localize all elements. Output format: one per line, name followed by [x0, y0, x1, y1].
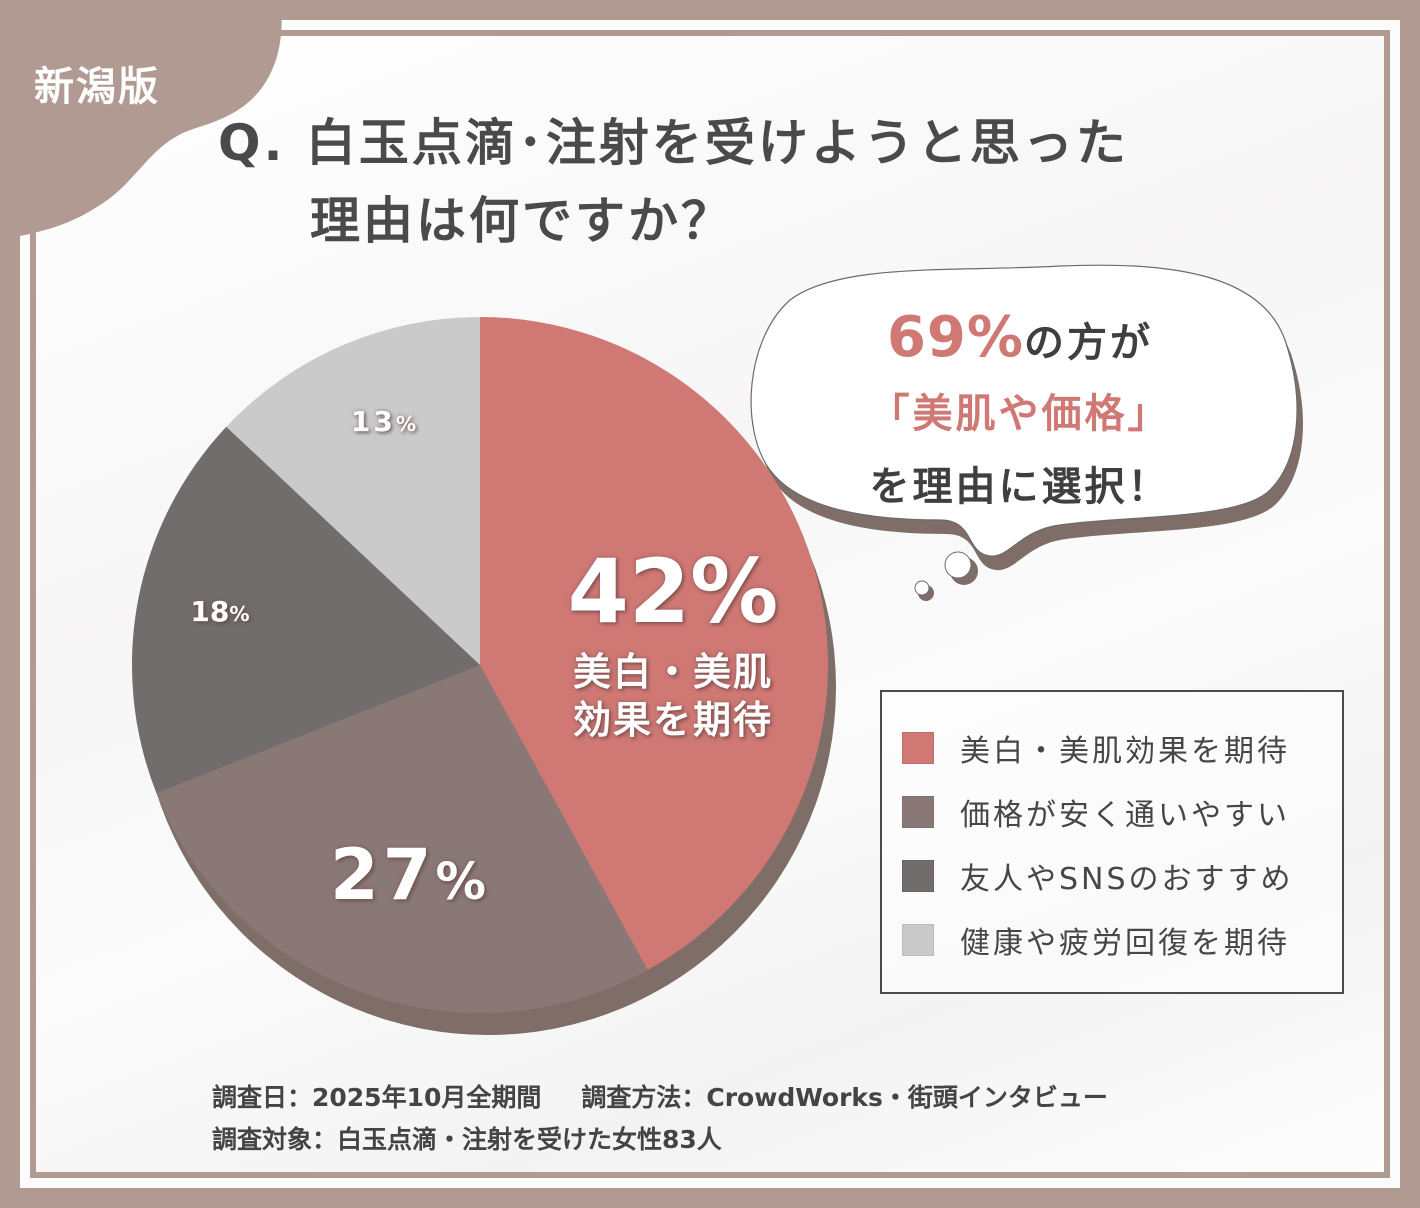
callout-text: 69%の方が 「美肌や価格」 を理由に選択！	[770, 300, 1270, 527]
legend-label-health: 健康や疲労回復を期待	[960, 926, 1290, 961]
slice-27-value: 27	[330, 834, 436, 916]
slice-label-42: 42%	[548, 540, 798, 644]
slice-42-caption-line-2: 効果を期待	[572, 698, 773, 742]
legend-swatch-sns	[902, 860, 934, 892]
callout-row-2: 「美肌や価格」	[869, 391, 1171, 437]
legend-item-health: 健康や疲労回復を期待	[902, 920, 1290, 961]
slice-label-27: 27%	[300, 830, 520, 927]
slice-label-13: 13%	[330, 402, 440, 444]
pie-slice-sns	[131, 426, 480, 794]
survey-date: 調査日：2025年10月全期間	[212, 1083, 542, 1112]
legend-label-price: 価格が安く通いやすい	[960, 798, 1290, 833]
callout-row-3: を理由に選択！	[869, 464, 1171, 510]
legend-label-sns: 友人やSNSのおすすめ	[960, 862, 1294, 897]
region-badge: 新潟版	[34, 64, 160, 110]
slice-42-caption-line-1: 美白・美肌	[572, 650, 773, 694]
slice-label-18: 18%	[170, 592, 270, 634]
legend-swatch-health	[902, 924, 934, 956]
callout-row-1: 69%の方が	[770, 300, 1270, 381]
legend-swatch-price	[902, 796, 934, 828]
bubble-dot-large	[944, 551, 972, 579]
pie-slice-health	[226, 317, 480, 665]
chart-legend: 美白・美肌効果を期待 価格が安く通いやすい 友人やSNSのおすすめ 健康や疲労回…	[880, 690, 1344, 994]
page-title: Q. 白玉点滴･注射を受けようと思った 理由は何ですか？	[218, 104, 1129, 260]
slice-18-unit: %	[229, 602, 250, 626]
frame-inner-border	[30, 30, 1390, 1178]
survey-method: 調査方法：CrowdWorks・街頭インタビュー	[581, 1083, 1108, 1112]
survey-target: 調査対象：白玉点滴・注射を受けた女性83人	[212, 1125, 722, 1154]
corner-badge-shape	[0, 0, 282, 240]
slice-27-unit: %	[435, 852, 490, 911]
footnote-line-2: 調査対象：白玉点滴・注射を受けた女性83人	[212, 1120, 722, 1156]
footnote-line-1: 調査日：2025年10月全期間 調査方法：CrowdWorks・街頭インタビュー	[212, 1078, 1108, 1114]
legend-swatch-beauty	[902, 732, 934, 764]
legend-item-sns: 友人やSNSのおすすめ	[902, 856, 1294, 897]
callout-bubble	[750, 264, 1298, 557]
pie-slice-price	[156, 665, 648, 1014]
bubble-dot-small	[914, 580, 930, 596]
slice-42-unit: %	[690, 540, 779, 643]
pie-slice-beauty	[480, 317, 829, 970]
legend-item-price: 価格が安く通いやすい	[902, 792, 1290, 833]
slice-42-value: 42	[567, 540, 691, 643]
legend-label-beauty: 美白・美肌効果を期待	[960, 734, 1290, 769]
title-line-1: Q. 白玉点滴･注射を受けようと思った	[218, 114, 1129, 172]
slice-13-value: 13	[350, 405, 396, 438]
title-line-2: 理由は何ですか？	[310, 192, 734, 250]
slice-13-unit: %	[395, 412, 420, 436]
callout-row-1-suffix: の方が	[1024, 320, 1154, 366]
legend-item-beauty: 美白・美肌効果を期待	[902, 728, 1290, 769]
callout-highlight-pct: 69%	[886, 305, 1025, 370]
slice-42-caption: 美白・美肌 効果を期待	[548, 648, 798, 744]
slice-18-value: 18	[190, 595, 230, 628]
